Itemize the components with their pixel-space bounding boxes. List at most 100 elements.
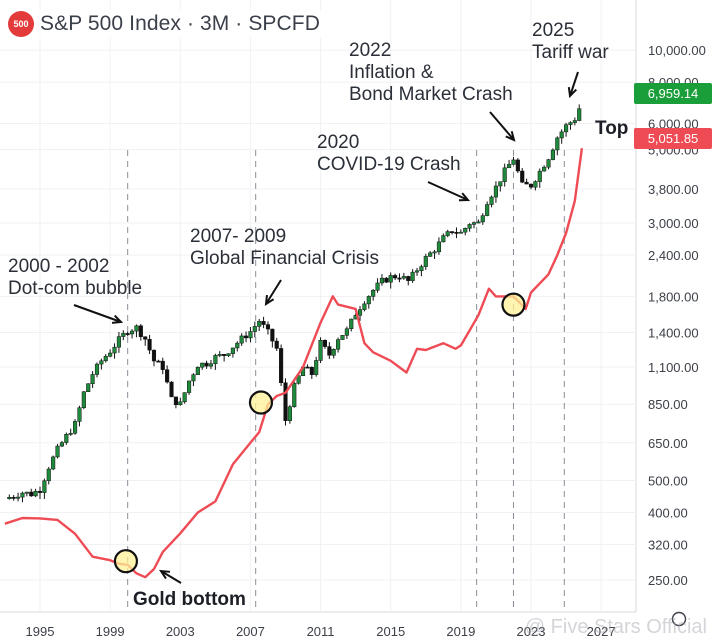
spx-candle — [178, 401, 183, 406]
spx-candle — [432, 251, 437, 254]
spx-candle — [7, 497, 12, 500]
arrow-gold-bottom — [160, 570, 182, 584]
annotation-2020: 2020 COVID-19 Crash — [317, 132, 461, 175]
spx-candle — [143, 336, 148, 340]
spx-candle — [112, 346, 117, 354]
x-tick-label: 2019 — [446, 624, 475, 639]
spx-candle — [476, 221, 481, 224]
spx-candle — [388, 275, 393, 283]
spx-candle — [406, 276, 411, 281]
spx-candle — [559, 131, 564, 139]
settings-icon[interactable] — [671, 611, 687, 627]
spx-candle — [230, 347, 235, 354]
spx-candle — [493, 185, 498, 198]
y-tick-label: 3,800.00 — [648, 182, 699, 197]
chart-title[interactable]: S&P 500 Index · 3M · SPCFD — [40, 12, 320, 35]
spx-candle — [274, 340, 279, 349]
x-tick-label: 1995 — [26, 624, 55, 639]
spx-candle — [463, 228, 468, 233]
spx-candle — [366, 296, 371, 305]
y-tick-label: 6,000.00 — [648, 116, 699, 131]
spx-candle — [16, 496, 21, 499]
spx-candle — [235, 342, 240, 349]
spx-candle — [257, 321, 262, 327]
spx-candle — [292, 383, 297, 408]
spx-candle — [471, 222, 477, 225]
annotation-2025: 2025 Tariff war — [532, 20, 609, 63]
spx-candle — [485, 204, 490, 216]
spx-candle — [222, 354, 227, 356]
spx-candle — [173, 396, 178, 406]
spx-candle — [81, 391, 86, 408]
x-tick-label: 2007 — [236, 624, 265, 639]
spx-candle — [64, 434, 69, 443]
spx-candle — [90, 374, 95, 384]
gold-bottom-circle-marker — [501, 292, 526, 317]
spx-candle — [550, 149, 555, 160]
spx-candle — [252, 326, 257, 332]
y-tick-label: 650.00 — [648, 436, 688, 451]
spx-candle — [379, 277, 384, 284]
spx-candle — [11, 497, 16, 499]
arrow-2025 — [569, 71, 579, 97]
spx-candle — [195, 366, 200, 375]
spx-candle — [204, 362, 209, 367]
annotation-2000: 2000 - 2002 Dot-com bubble — [8, 256, 143, 299]
y-tick-label: 500.00 — [648, 473, 688, 488]
spx-candle — [86, 383, 91, 393]
spx-candle — [165, 369, 170, 383]
x-tick-label: 2015 — [376, 624, 405, 639]
spx-candle — [270, 328, 275, 342]
spx-candle — [265, 324, 271, 330]
spx-candle — [423, 256, 428, 267]
spx-candle — [151, 349, 157, 362]
spx-candle — [555, 137, 560, 151]
spx-candle — [77, 407, 82, 422]
spx-candle — [458, 231, 463, 234]
spx-candle — [29, 491, 34, 497]
spx-candle — [502, 167, 507, 182]
arrow-gold-bottom-head — [159, 569, 171, 580]
y-tick-label: 3,000.00 — [648, 216, 699, 231]
spx-candle — [37, 490, 43, 493]
spx-candle — [542, 166, 547, 172]
y-tick-label: 1,400.00 — [648, 326, 699, 341]
spx-candle — [226, 353, 231, 356]
spx-candle — [283, 382, 288, 421]
y-tick-label: 250.00 — [648, 573, 688, 588]
spx-candle — [147, 338, 152, 351]
spx-candle — [520, 170, 525, 183]
watermark: @ Five Stars Official — [524, 616, 707, 638]
x-tick-label: 2027 — [587, 624, 616, 639]
spx-candle — [314, 360, 319, 375]
spx-candle — [94, 363, 100, 375]
spx-candle — [182, 392, 187, 403]
y-tick-label: 850.00 — [648, 397, 688, 412]
spx-candle — [336, 339, 341, 350]
spx-candle — [99, 360, 104, 365]
spx-candle — [410, 271, 415, 281]
spx-candle — [261, 321, 266, 325]
spx-candle — [498, 181, 503, 187]
spx-candle — [305, 366, 310, 369]
gold-bottom-circle-marker — [248, 390, 274, 415]
spx-candle — [187, 380, 192, 393]
spx-price-tag: 6,959.14 — [634, 83, 712, 104]
spx-candle — [309, 367, 314, 375]
annotation-top: Top — [595, 118, 629, 139]
spx-candle — [327, 346, 332, 356]
y-tick-label: 400.00 — [648, 506, 688, 521]
arrow-covid-head — [458, 192, 471, 202]
spx-candle — [20, 492, 25, 498]
spx-candle — [121, 333, 126, 337]
spx-candle — [489, 196, 494, 205]
arrow-2022-head — [505, 131, 516, 142]
spx-candle — [349, 318, 354, 330]
spx-candle — [73, 421, 78, 434]
spx-candle — [130, 330, 135, 335]
spx-candle — [362, 303, 367, 310]
spx-candle — [217, 354, 222, 356]
spx-candle — [156, 360, 161, 363]
